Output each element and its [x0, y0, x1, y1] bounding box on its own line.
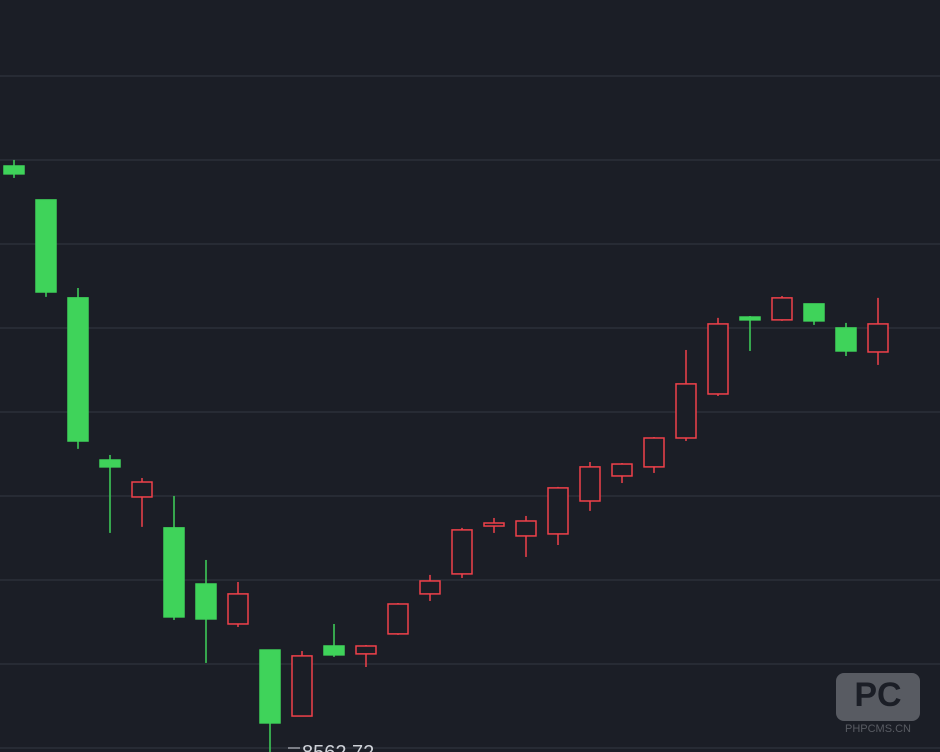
- candle-body: [739, 316, 761, 321]
- candle-body: [259, 649, 281, 724]
- candle-body: [163, 527, 185, 618]
- candle-body: [771, 297, 793, 321]
- candle-body: [419, 580, 441, 595]
- watermark-logo: PC: [854, 676, 901, 714]
- candle-body: [867, 323, 889, 353]
- candle-body: [803, 303, 825, 322]
- candle-body: [323, 645, 345, 656]
- watermark-text: PHPCMS.CN: [845, 723, 911, 735]
- candle-body: [579, 466, 601, 502]
- candle-body: [67, 297, 89, 442]
- candle-body: [35, 199, 57, 293]
- candle-body: [227, 593, 249, 625]
- low-label: 8562.72: [302, 742, 374, 752]
- candle-body: [131, 481, 153, 498]
- candle-body: [355, 645, 377, 655]
- candle-body: [451, 529, 473, 575]
- candle-body: [835, 327, 857, 352]
- candle-body: [707, 323, 729, 395]
- candle-body: [643, 437, 665, 468]
- candle-body: [99, 459, 121, 468]
- candle-body: [515, 520, 537, 537]
- watermark: PC PHPCMS.CN: [836, 673, 920, 735]
- candle-body: [3, 165, 25, 175]
- candle-body: [675, 383, 697, 439]
- candle-body: [387, 603, 409, 635]
- watermark-logo-bg: [836, 673, 920, 721]
- candle-body: [611, 463, 633, 477]
- candle-body: [291, 655, 313, 717]
- candle-body: [195, 583, 217, 620]
- candle-body: [547, 487, 569, 535]
- grid: [0, 74, 940, 749]
- candle-body: [483, 522, 505, 527]
